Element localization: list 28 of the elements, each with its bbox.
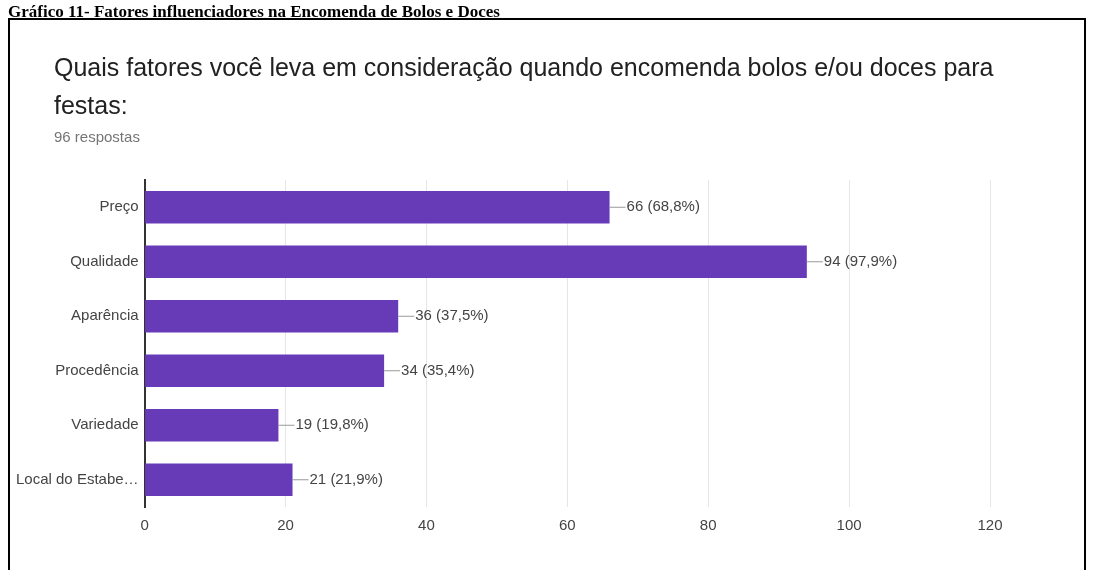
chart-title: Quais fatores você leva em consideração quando encomenda bolos e/ou doces para festas: [53,52,995,121]
x-tick-label: 60 [558,516,576,534]
y-tick-label: Aparência [71,306,140,324]
x-tick-label: 120 [977,516,1003,534]
bar [145,190,610,224]
y-tick-label: Local do Estabe… [16,469,139,487]
bar [145,245,807,279]
x-tick-label: 20 [277,516,294,534]
x-tick-label: 80 [699,516,717,534]
chart-subtitle: 96 respostas [53,128,141,145]
data-label: 66 (68,8%) [626,197,700,215]
y-tick-label: Qualidade [70,251,139,269]
x-tick-label: 40 [418,516,435,534]
data-label: 34 (35,4%) [401,360,475,378]
data-label: 21 (21,9%) [309,469,383,487]
data-label: 36 (37,5%) [415,306,489,324]
y-tick-label: Procedência [55,360,140,378]
x-tick-label: 0 [140,516,149,534]
bar [145,299,399,333]
y-tick-label: Preço [99,197,139,215]
text: Gráfico 11- Fatores influenciadores na Encomenda de Bolos e Doces [8,2,501,21]
x-tick-label: 100 [836,516,862,534]
bar [145,408,279,442]
bar [145,463,293,497]
y-tick-label: Variedade [71,415,139,433]
bar [145,354,385,388]
data-label: 19 (19,8%) [295,415,369,433]
data-label: 94 (97,9%) [823,251,898,269]
